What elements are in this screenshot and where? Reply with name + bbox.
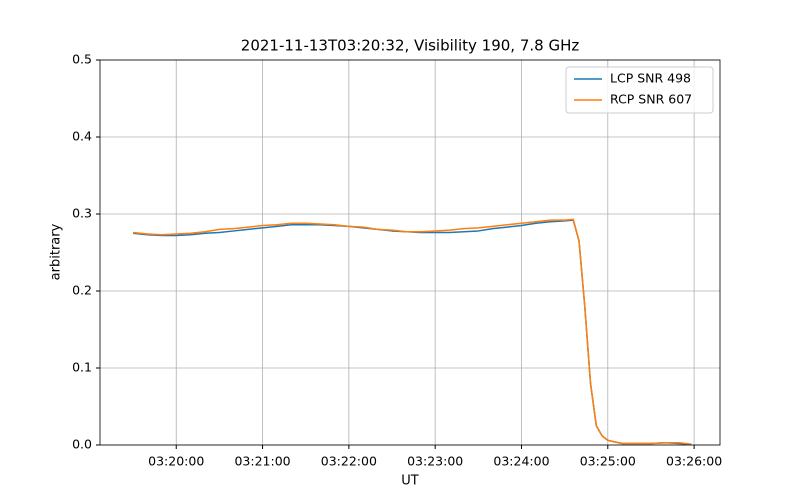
y-tick-label: 0.3 <box>72 206 92 221</box>
plot-frame <box>99 59 721 446</box>
x-tick-label: 03:21:00 <box>234 454 290 469</box>
legend-label: RCP SNR 607 <box>610 92 692 107</box>
x-tick-label: 03:23:00 <box>407 454 463 469</box>
y-tick-label: 0.2 <box>72 283 92 298</box>
legend-label: LCP SNR 498 <box>610 71 691 86</box>
y-tick-label: 0.5 <box>72 52 92 67</box>
chart-title: 2021-11-13T03:20:32, Visibility 190, 7.8… <box>241 37 580 55</box>
y-tick-label: 0.1 <box>72 360 92 375</box>
x-axis-label: UT <box>401 474 419 489</box>
legend-box <box>565 66 714 114</box>
y-tick-label: 0.0 <box>72 437 92 452</box>
x-tick-label: 03:26:00 <box>666 454 722 469</box>
x-tick-label: 03:22:00 <box>321 454 377 469</box>
series-line <box>133 218 692 445</box>
x-tick-label: 03:20:00 <box>148 454 204 469</box>
x-tick-label: 03:24:00 <box>493 454 549 469</box>
x-tick-label: 03:25:00 <box>580 454 636 469</box>
y-axis-label: arbitrary <box>49 223 64 280</box>
y-tick-label: 0.4 <box>72 129 92 144</box>
